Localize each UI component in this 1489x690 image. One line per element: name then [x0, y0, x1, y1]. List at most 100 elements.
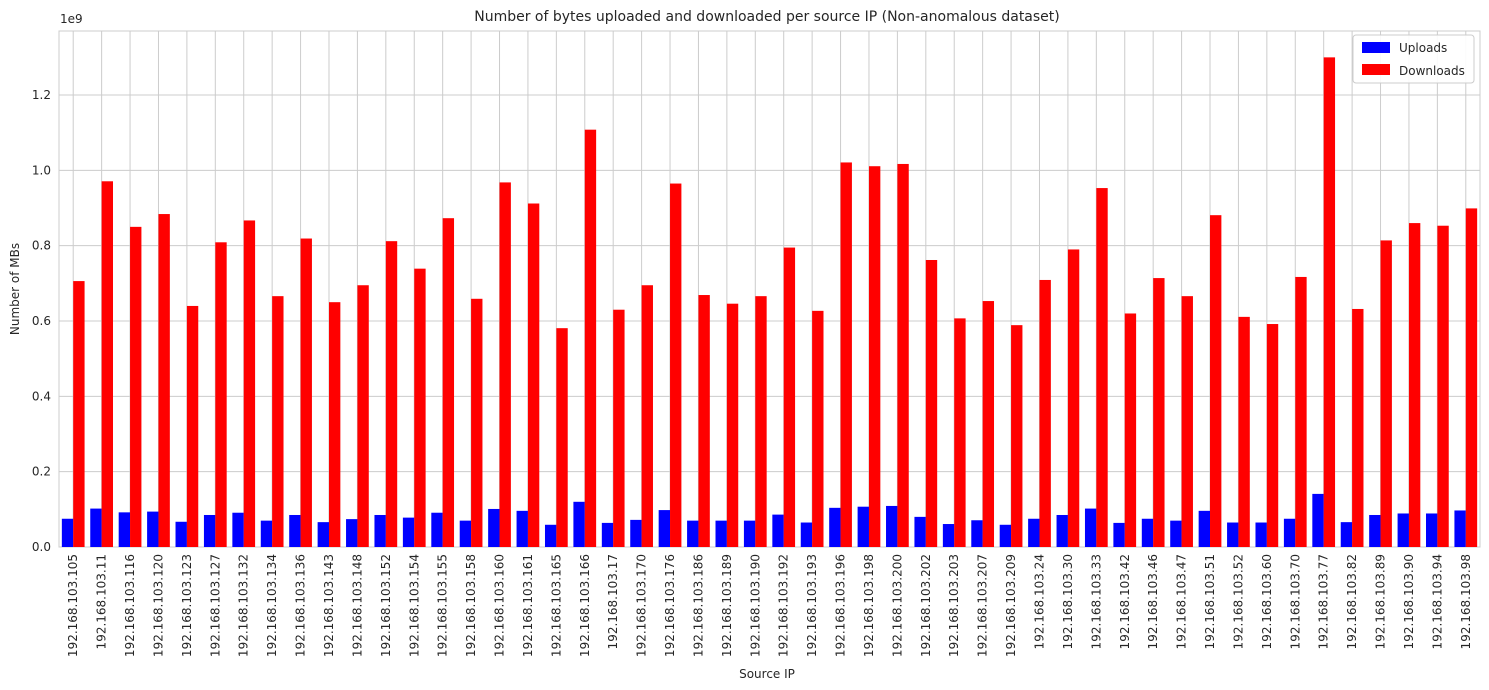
y-tick-label: 0.2 [32, 465, 51, 479]
bar-downloads [613, 309, 625, 547]
y-axis-label: Number of MBs [8, 243, 22, 335]
bar-uploads [942, 524, 955, 547]
bar-uploads [61, 518, 74, 547]
x-tick-label: 192.168.103.148 [350, 554, 364, 657]
bar-uploads [1113, 522, 1125, 547]
x-tick-label: 192.168.103.52 [1231, 554, 1245, 649]
bars [61, 57, 1478, 548]
bar-downloads [1181, 296, 1193, 547]
bar-downloads [641, 285, 653, 547]
x-tick-label: 192.168.103.209 [1004, 554, 1018, 657]
bar-uploads [1454, 510, 1466, 547]
x-tick-label: 192.168.103.11 [95, 554, 109, 649]
bar-uploads [374, 514, 386, 547]
x-tick-label: 192.168.103.193 [805, 554, 819, 657]
bar-downloads [726, 303, 739, 547]
y-tick-label: 0.8 [32, 239, 51, 253]
x-tick-label: 192.168.103.160 [493, 554, 507, 657]
bar-downloads [186, 305, 199, 547]
bar-uploads [488, 508, 500, 547]
bar-uploads [260, 520, 273, 547]
bar-downloads [272, 296, 284, 547]
bar-uploads [630, 519, 642, 547]
x-tick-label: 192.168.103.51 [1203, 554, 1217, 649]
bar-uploads [573, 501, 585, 547]
bar-downloads [215, 242, 227, 547]
bar-uploads [1198, 510, 1211, 547]
bar-downloads [556, 328, 568, 547]
bar-uploads [1426, 513, 1438, 547]
x-tick-label: 192.168.103.70 [1288, 554, 1302, 649]
bar-downloads [158, 214, 170, 548]
x-tick-label: 192.168.103.123 [180, 554, 194, 657]
x-tick-label: 192.168.103.127 [208, 554, 222, 657]
bar-uploads [1141, 518, 1154, 547]
y-tick-label: 0.6 [32, 314, 51, 328]
bar-uploads [317, 522, 329, 547]
bar-uploads [658, 510, 671, 547]
bar-downloads [1380, 240, 1392, 547]
x-tick-label: 192.168.103.189 [720, 554, 734, 657]
bar-downloads [982, 301, 995, 547]
bar-downloads [783, 247, 796, 547]
y-axis-offset-label: 1e9 [60, 12, 83, 26]
bar-downloads [1437, 225, 1449, 547]
x-tick-label: 192.168.103.158 [464, 554, 478, 657]
y-tick-label: 1.0 [32, 163, 51, 177]
y-tick-label: 1.2 [32, 88, 51, 102]
x-tick-label: 192.168.103.33 [1089, 554, 1103, 649]
bar-downloads [1153, 278, 1165, 547]
bar-downloads [1011, 325, 1023, 547]
bar-downloads [1096, 188, 1108, 547]
bar-uploads [715, 520, 727, 547]
bar-downloads [840, 162, 852, 547]
bar-uploads [147, 511, 159, 547]
x-tick-label: 192.168.103.198 [862, 554, 876, 657]
legend: Uploads Downloads [1352, 34, 1475, 84]
bar-uploads [999, 524, 1012, 547]
bar-downloads [300, 238, 312, 548]
x-tick-label: 192.168.103.165 [549, 554, 563, 657]
x-tick-label: 192.168.103.132 [237, 554, 251, 657]
bar-uploads [544, 524, 557, 547]
x-tick-label: 192.168.103.120 [151, 554, 165, 657]
bar-downloads [925, 259, 938, 547]
bar-uploads [1312, 493, 1324, 547]
bar-uploads [346, 519, 358, 547]
x-tick-label: 192.168.103.143 [322, 554, 336, 657]
x-tick-label: 192.168.103.190 [748, 554, 762, 657]
x-tick-label: 192.168.103.161 [521, 554, 535, 657]
x-tick-label: 192.168.103.207 [976, 554, 990, 657]
bar-downloads [1295, 276, 1307, 547]
bar-uploads [1056, 514, 1068, 547]
x-tick-label: 192.168.103.77 [1317, 554, 1331, 649]
bar-uploads [886, 505, 898, 547]
legend-swatch-uploads [1362, 42, 1390, 53]
y-axis-ticks: 0.0 0.2 0.4 0.6 0.8 1.0 1.2 [32, 88, 51, 554]
bar-uploads [1397, 513, 1409, 547]
bar-downloads [130, 226, 142, 548]
chart-title: Number of bytes uploaded and downloaded … [474, 9, 1060, 25]
x-tick-label: 192.168.103.30 [1061, 554, 1075, 649]
bar-uploads [232, 512, 244, 547]
bar-downloads [1408, 223, 1421, 547]
bar-downloads [243, 220, 256, 547]
legend-label-downloads: Downloads [1399, 64, 1465, 78]
x-tick-label: 192.168.103.134 [265, 554, 279, 657]
bar-uploads [829, 507, 841, 547]
x-tick-label: 192.168.103.46 [1146, 554, 1160, 649]
x-tick-label: 192.168.103.98 [1459, 554, 1473, 649]
x-tick-label: 192.168.103.105 [66, 554, 80, 657]
bar-downloads [868, 166, 881, 547]
bar-downloads [897, 163, 909, 547]
x-tick-label: 192.168.103.90 [1402, 554, 1416, 649]
bar-uploads [857, 506, 869, 547]
x-tick-label: 192.168.103.192 [777, 554, 791, 657]
bar-uploads [687, 520, 699, 547]
bar-uploads [1084, 508, 1097, 547]
legend-label-uploads: Uploads [1399, 41, 1447, 55]
bar-uploads [743, 520, 756, 547]
bar-downloads [499, 182, 511, 547]
x-tick-label: 192.168.103.203 [947, 554, 961, 657]
bar-uploads [1028, 518, 1040, 547]
